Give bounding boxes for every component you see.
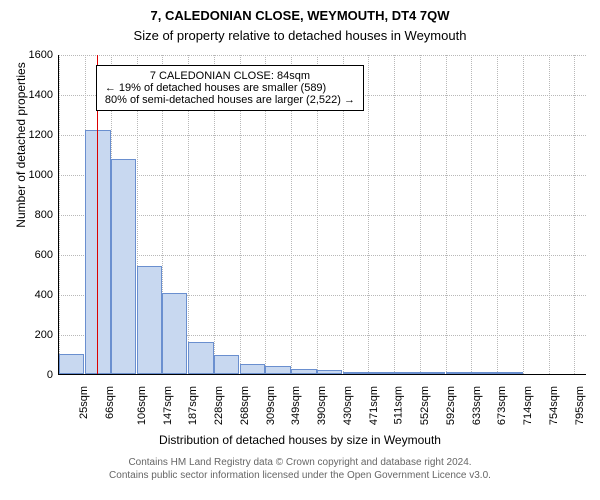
annotation-box: 7 CALEDONIAN CLOSE: 84sqm← 19% of detach…: [96, 65, 364, 111]
x-axis-label: Distribution of detached houses by size …: [0, 433, 600, 447]
y-axis-label: Number of detached properties: [14, 0, 28, 305]
histogram-bar: [368, 372, 393, 374]
histogram-bar: [85, 130, 110, 374]
y-tick-label: 800: [35, 209, 53, 221]
histogram-bar: [214, 355, 239, 374]
histogram-bar: [446, 372, 471, 374]
y-tick-label: 200: [35, 329, 53, 341]
gridline-v: [394, 55, 395, 374]
gridline-v: [420, 55, 421, 374]
annotation-line-1: 7 CALEDONIAN CLOSE: 84sqm: [105, 70, 355, 82]
x-tick-label: 187sqm: [187, 386, 199, 425]
x-tick-label: 673sqm: [496, 386, 508, 425]
histogram-bar: [291, 369, 316, 374]
x-tick-label: 147sqm: [162, 386, 174, 425]
page-subtitle: Size of property relative to detached ho…: [0, 28, 600, 43]
footer-line-2: Contains public sector information licen…: [0, 470, 600, 483]
histogram-bar: [111, 159, 136, 374]
histogram-bar: [394, 372, 419, 374]
histogram-bar: [59, 354, 84, 374]
x-tick-label: 106sqm: [136, 386, 148, 425]
x-tick-label: 430sqm: [342, 386, 354, 425]
x-tick-label: 228sqm: [213, 386, 225, 425]
gridline-h: [59, 175, 586, 176]
x-tick-label: 349sqm: [290, 386, 302, 425]
histogram-bar: [471, 372, 496, 374]
gridline-h: [59, 255, 586, 256]
y-tick-label: 1200: [29, 129, 53, 141]
annotation-line-2: ← 19% of detached houses are smaller (58…: [105, 82, 355, 94]
x-tick-label: 471sqm: [368, 386, 380, 425]
histogram-bar: [420, 372, 445, 374]
annotation-line-3: 80% of semi-detached houses are larger (…: [105, 94, 355, 106]
histogram-bar: [137, 266, 162, 374]
x-tick-label: 633sqm: [471, 386, 483, 425]
gridline-v: [523, 55, 524, 374]
x-tick-label: 309sqm: [265, 386, 277, 425]
x-tick-label: 592sqm: [445, 386, 457, 425]
footer-attribution: Contains HM Land Registry data © Crown c…: [0, 457, 600, 482]
y-tick-label: 1000: [29, 169, 53, 181]
gridline-h: [59, 55, 586, 56]
histogram-bar: [265, 366, 290, 374]
x-tick-label: 552sqm: [419, 386, 431, 425]
gridline-v: [574, 55, 575, 374]
histogram-bar: [162, 293, 187, 374]
histogram-bar: [240, 364, 265, 374]
y-tick-label: 400: [35, 289, 53, 301]
x-tick-label: 66sqm: [104, 386, 116, 419]
x-tick-label: 268sqm: [239, 386, 251, 425]
x-tick-label: 754sqm: [548, 386, 560, 425]
gridline-v: [549, 55, 550, 374]
gridline-h: [59, 135, 586, 136]
x-tick-label: 511sqm: [392, 386, 404, 424]
x-tick-label: 795sqm: [574, 386, 586, 425]
y-tick-label: 0: [47, 369, 53, 381]
footer-line-1: Contains HM Land Registry data © Crown c…: [0, 457, 600, 470]
y-tick-label: 600: [35, 249, 53, 261]
page-title: 7, CALEDONIAN CLOSE, WEYMOUTH, DT4 7QW: [0, 8, 600, 23]
x-tick-label: 714sqm: [522, 386, 534, 425]
gridline-v: [446, 55, 447, 374]
gridline-v: [497, 55, 498, 374]
y-tick-label: 1400: [29, 89, 53, 101]
gridline-v: [368, 55, 369, 374]
histogram-bar: [188, 342, 213, 374]
histogram-bar: [343, 372, 368, 374]
y-tick-label: 1600: [29, 49, 53, 61]
chart-plot-area: 0200400600800100012001400160025sqm66sqm1…: [58, 55, 586, 375]
x-tick-label: 390sqm: [316, 386, 328, 425]
histogram-bar: [317, 370, 342, 374]
x-tick-label: 25sqm: [78, 386, 90, 419]
histogram-bar: [497, 372, 522, 374]
gridline-h: [59, 215, 586, 216]
gridline-v: [471, 55, 472, 374]
gridline-v: [59, 55, 60, 374]
